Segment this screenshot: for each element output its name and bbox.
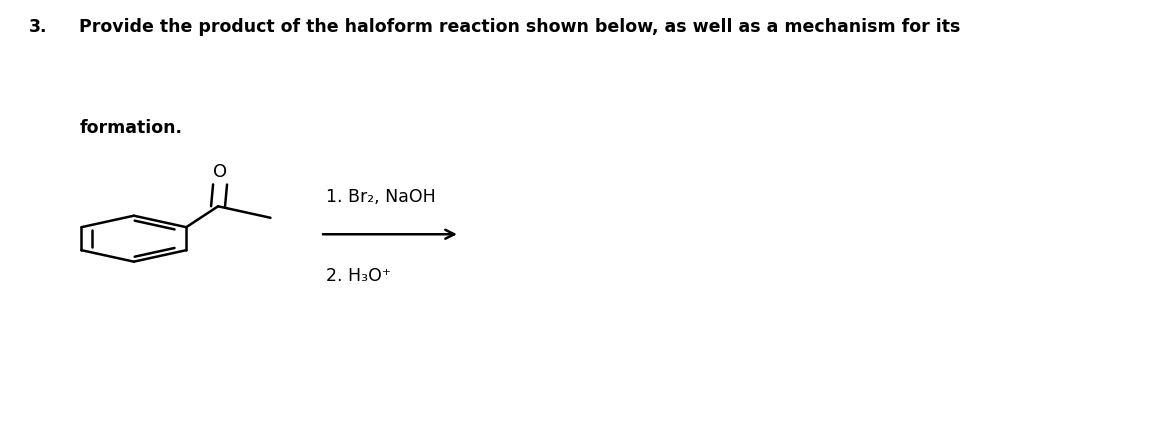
Text: formation.: formation. [79,119,182,137]
Text: O: O [213,163,227,181]
Text: Provide the product of the haloform reaction shown below, as well as a mechanism: Provide the product of the haloform reac… [79,18,960,36]
Text: 1. Br₂, NaOH: 1. Br₂, NaOH [326,187,435,206]
Text: 3.: 3. [29,18,48,36]
Text: 2. H₃O⁺: 2. H₃O⁺ [326,267,391,286]
